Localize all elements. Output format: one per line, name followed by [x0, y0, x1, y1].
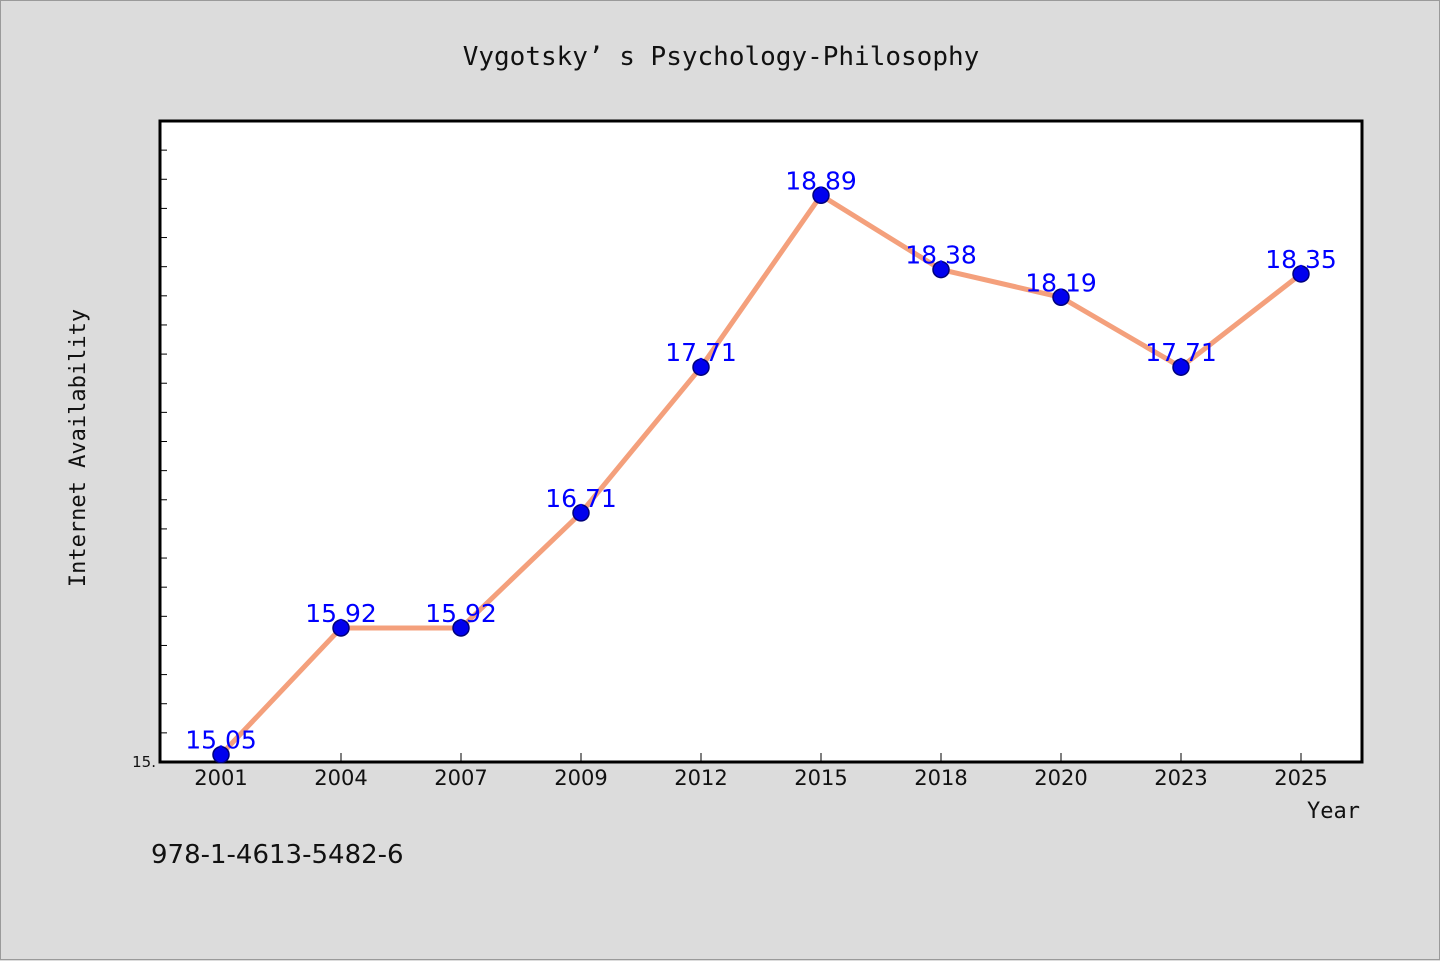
y-tick-label: 15. [132, 753, 156, 771]
x-tick-label: 2001 [194, 766, 247, 790]
x-tick-label: 2015 [794, 766, 847, 790]
x-tick-label: 2009 [554, 766, 607, 790]
data-point [1292, 265, 1310, 283]
x-tick-label: 2007 [434, 766, 487, 790]
data-point [932, 260, 950, 279]
data-label: 18.38 [905, 241, 977, 270]
x-axis-label: Year [1307, 799, 1360, 824]
isbn-text: 978-1-4613-5482-6 [151, 840, 404, 870]
x-axis-ticks: 2001 2004 2007 2009 2012 2015 2018 2020 2023 2025 [194, 753, 1328, 790]
data-label: 18.35 [1265, 245, 1337, 274]
data-markers [212, 186, 1310, 764]
data-point [332, 619, 350, 637]
data-point [1172, 358, 1190, 376]
data-point [452, 619, 470, 637]
y-axis-ticks: 15. [132, 149, 167, 771]
data-label: 17.71 [665, 338, 737, 367]
data-point [212, 745, 230, 764]
chart-title: Vygotsky’ s Psychology-Philosophy [463, 42, 980, 72]
data-label: 15.05 [185, 726, 257, 755]
data-label: 15.92 [305, 599, 377, 628]
y-axis-label: Internet Availability [66, 309, 91, 587]
series-line [218, 192, 1304, 758]
x-tick-label: 2004 [314, 766, 367, 790]
data-label: 18.19 [1025, 268, 1097, 297]
data-labels: 15.05 15.92 15.92 16.71 17.71 18.89 18.38 18.19… [185, 166, 1337, 754]
data-label: 18.89 [785, 166, 857, 195]
data-point [572, 504, 590, 522]
data-label: 16.71 [545, 484, 617, 513]
x-tick-label: 2012 [674, 766, 727, 790]
x-tick-label: 2025 [1274, 766, 1327, 790]
plot-area [158, 119, 1364, 764]
x-tick-label: 2023 [1154, 766, 1207, 790]
data-point [692, 358, 710, 376]
x-tick-label: 2020 [1034, 766, 1087, 790]
data-label: 15.92 [425, 599, 497, 628]
x-tick-label: 2018 [914, 766, 967, 790]
data-label: 17.71 [1145, 338, 1217, 367]
data-point [812, 186, 830, 205]
data-point [1052, 288, 1070, 307]
